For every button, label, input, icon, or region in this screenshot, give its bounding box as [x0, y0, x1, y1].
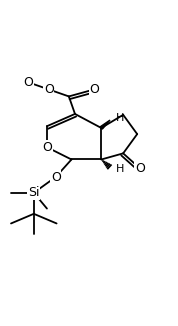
Text: O: O — [135, 162, 145, 175]
Text: O: O — [42, 141, 52, 154]
Polygon shape — [100, 120, 110, 129]
Text: O: O — [89, 83, 99, 96]
Text: Si: Si — [28, 186, 40, 199]
Text: O: O — [24, 76, 33, 89]
Text: O: O — [51, 170, 61, 184]
Text: O: O — [44, 83, 54, 96]
Text: H: H — [116, 164, 124, 174]
Text: H: H — [116, 113, 124, 123]
